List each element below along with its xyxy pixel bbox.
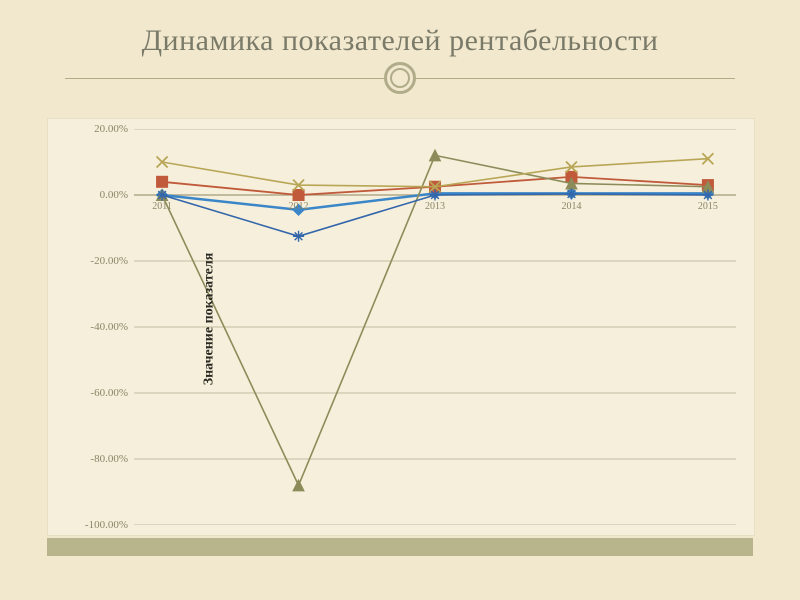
x-tick-label: 2014 xyxy=(561,201,581,212)
y-tick-label: -80.00% xyxy=(60,453,128,465)
ornament-rings-icon xyxy=(384,62,416,94)
y-tick-label: -40.00% xyxy=(60,321,128,333)
footer-bar xyxy=(47,538,753,556)
ornament-line-right xyxy=(415,78,735,79)
y-tick-label: 0.00% xyxy=(60,189,128,201)
chart-frame: 20.00% 0.00% -20.00% -40.00% -60.00% -80.00% -… xyxy=(47,118,755,536)
y-tick-label: -60.00% xyxy=(60,387,128,399)
x-tick-label: 2013 xyxy=(425,201,445,212)
line-chart xyxy=(134,129,736,525)
ornament-line-left xyxy=(65,78,385,79)
plot-area: 2011 2012 2013 2014 2015 xyxy=(134,129,736,525)
x-tick-label: 2012 xyxy=(289,201,309,212)
y-tick-label: -100.00% xyxy=(60,519,128,531)
page-title: Динамика показателей рентабельности xyxy=(0,24,800,58)
x-tick-label: 2011 xyxy=(152,201,172,212)
x-tick-label: 2015 xyxy=(698,201,718,212)
y-axis-title: Значение показателя xyxy=(201,252,217,385)
y-tick-label: -20.00% xyxy=(60,255,128,267)
title-block: Динамика показателей рентабельности xyxy=(0,24,800,94)
title-ornament xyxy=(0,62,800,94)
y-tick-label: 20.00% xyxy=(60,123,128,135)
slide: Динамика показателей рентабельности 20.0… xyxy=(0,0,800,600)
